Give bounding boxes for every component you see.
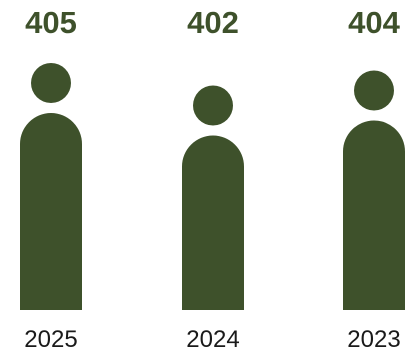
- person-head-2025: [31, 63, 71, 103]
- value-label-2023: 404: [348, 5, 400, 40]
- category-label-2025: 2025: [24, 326, 77, 353]
- category-label-2024: 2024: [186, 326, 239, 353]
- person-body-2023: [343, 120, 405, 310]
- value-label-2025: 405: [25, 5, 77, 40]
- figures-group: 405 2025 402 2024 404 2023: [20, 5, 405, 353]
- person-body-2025: [20, 113, 82, 310]
- category-label-2023: 2023: [347, 326, 400, 353]
- person-head-2023: [354, 70, 394, 111]
- person-body-2024: [182, 135, 244, 310]
- value-label-2024: 402: [187, 5, 239, 40]
- person-head-2024: [193, 85, 233, 126]
